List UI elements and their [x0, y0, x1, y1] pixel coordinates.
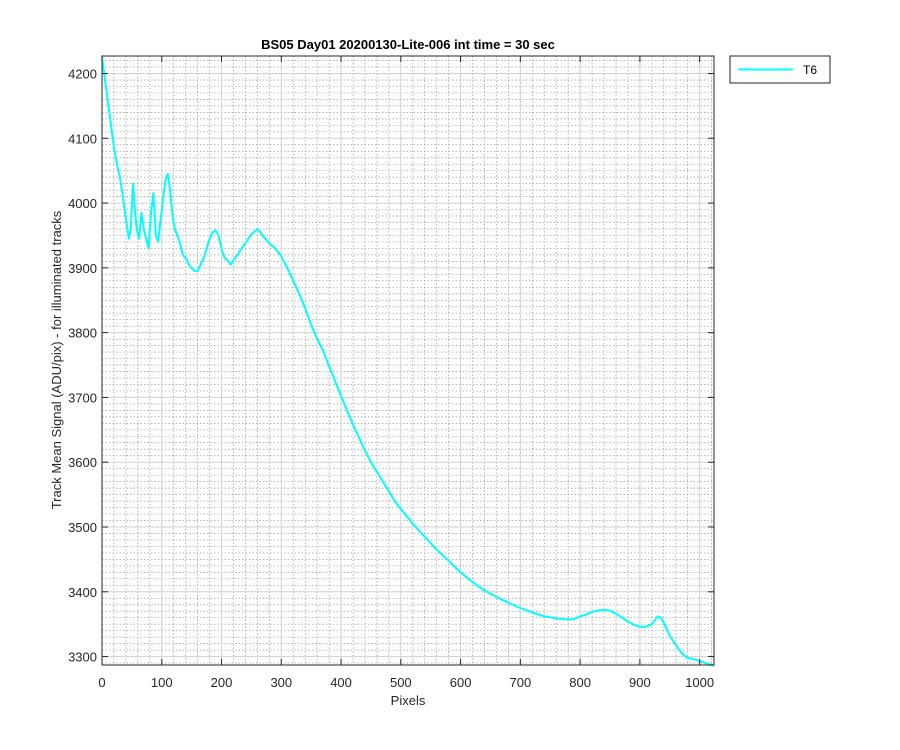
plot-area	[102, 56, 714, 665]
series-line-t6	[101, 56, 715, 667]
y-tick-label: 3300	[68, 650, 97, 665]
y-tick-label: 3600	[68, 455, 97, 470]
x-tick-label: 900	[629, 675, 651, 690]
plot-border	[101, 55, 715, 666]
x-tick-label: 1000	[685, 675, 714, 690]
x-tick-label: 600	[450, 675, 472, 690]
y-tick-label: 4200	[68, 66, 97, 81]
minor-grid	[102, 56, 714, 665]
x-tick-label: 800	[569, 675, 591, 690]
x-tick-label: 500	[390, 675, 412, 690]
legend-label-t6: T6	[803, 63, 817, 77]
x-tick-labels: 0 100 200 300 400 500 600 700 800 900 1000	[98, 675, 714, 690]
axis-ticks	[101, 56, 714, 665]
y-tick-label: 3400	[68, 585, 97, 600]
y-tick-labels: 3300 3400 3500 3600 3700 3800 3900 4000 4100 4200	[68, 66, 97, 664]
y-tick-label: 4000	[68, 196, 97, 211]
x-tick-label: 300	[270, 675, 292, 690]
x-tick-label: 200	[211, 675, 233, 690]
legend: T6	[729, 55, 831, 84]
chart-title: BS05 Day01 20200130-Lite-006 int time = …	[261, 37, 555, 52]
y-tick-label: 3800	[68, 326, 97, 341]
y-tick-label: 3900	[68, 261, 97, 276]
y-tick-label: 3500	[68, 520, 97, 535]
x-axis-title: Pixels	[391, 693, 426, 708]
x-tick-label: 700	[510, 675, 532, 690]
series-layer	[101, 56, 715, 667]
x-tick-label: 0	[98, 675, 105, 690]
x-tick-label: 400	[330, 675, 352, 690]
y-tick-label: 3700	[68, 390, 97, 405]
y-axis-title: Track Mean Signal (ADU/pix) - for illumi…	[49, 210, 64, 509]
x-tick-label: 100	[151, 675, 173, 690]
y-tick-label: 4100	[68, 131, 97, 146]
